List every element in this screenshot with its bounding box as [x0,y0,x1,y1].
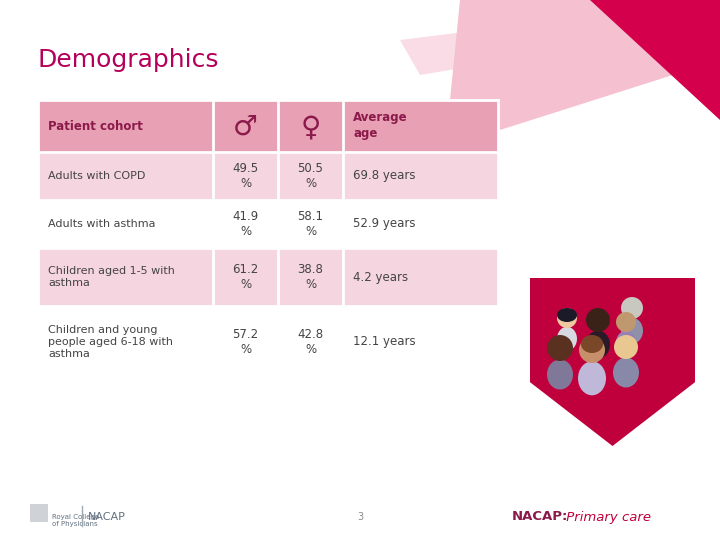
Text: 3: 3 [357,512,363,522]
Bar [278,100,343,152]
Circle shape [547,335,573,361]
Text: 41.9
%: 41.9 % [233,210,258,238]
Bar [343,152,498,200]
Polygon shape [530,278,695,446]
Bar [213,306,278,378]
Bar [278,152,343,200]
Ellipse shape [621,318,643,343]
Bar [38,100,213,152]
Text: NACAP: NACAP [88,512,126,522]
Text: 4.2 years: 4.2 years [353,271,408,284]
Bar [38,248,213,306]
Text: Demographics: Demographics [38,48,220,72]
Polygon shape [400,0,720,75]
Ellipse shape [616,331,636,355]
Text: 42.8
%: 42.8 % [297,328,323,356]
Circle shape [621,297,643,319]
Text: Adults with asthma: Adults with asthma [48,219,156,229]
Circle shape [614,335,638,359]
Text: NACAP:: NACAP: [512,510,568,523]
Text: 50.5
%: 50.5 % [297,162,323,190]
Polygon shape [590,0,720,120]
Ellipse shape [557,327,577,351]
Text: 61.2
%: 61.2 % [233,263,258,291]
Text: 69.8 years: 69.8 years [353,170,415,183]
Text: Children aged 1-5 with
asthma: Children aged 1-5 with asthma [48,266,175,288]
Bar [343,306,498,378]
Bar [278,200,343,248]
Text: 57.2
%: 57.2 % [233,328,258,356]
Polygon shape [450,0,720,130]
Bar [213,248,278,306]
Bar [278,248,343,306]
Bar [30,504,48,522]
Text: Children and young
people aged 6-18 with
asthma: Children and young people aged 6-18 with… [48,325,173,360]
Circle shape [586,308,610,332]
Circle shape [616,312,636,332]
Text: Royal College: Royal College [52,514,99,520]
Bar [343,248,498,306]
Ellipse shape [557,308,577,322]
Text: ♂: ♂ [233,113,258,141]
Text: of Physicians: of Physicians [52,521,98,527]
Bar [213,152,278,200]
Bar [213,200,278,248]
Ellipse shape [586,330,610,359]
Text: Primary care: Primary care [562,510,651,523]
Circle shape [579,337,605,363]
Text: ♀: ♀ [300,113,320,141]
Bar [343,200,498,248]
Text: 49.5
%: 49.5 % [233,162,258,190]
Text: Adults with COPD: Adults with COPD [48,171,145,181]
Bar [213,100,278,152]
Text: Average
age: Average age [353,111,408,140]
Ellipse shape [581,335,603,353]
Circle shape [557,308,577,328]
Bar [38,152,213,200]
Text: 52.9 years: 52.9 years [353,218,415,231]
Text: Patient cohort: Patient cohort [48,119,143,132]
Bar [343,100,498,152]
Text: 58.1
%: 58.1 % [297,210,323,238]
Bar [278,306,343,378]
Ellipse shape [547,360,573,389]
Bar [38,200,213,248]
Ellipse shape [578,361,606,395]
Ellipse shape [613,357,639,388]
Text: 12.1 years: 12.1 years [353,335,415,348]
Bar [38,306,213,378]
Text: 38.8
%: 38.8 % [297,263,323,291]
